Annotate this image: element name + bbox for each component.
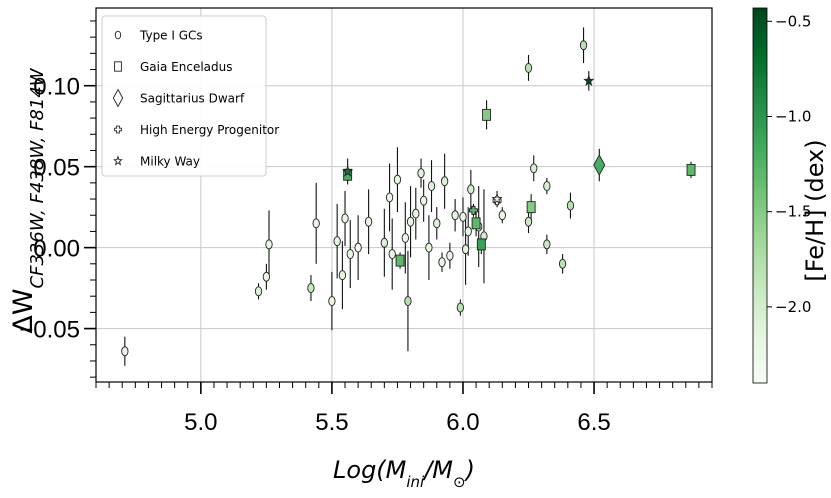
type-i-gcs-point	[338, 270, 347, 281]
legend-marker-circle	[114, 30, 122, 40]
type-i-gcs-point	[417, 168, 425, 179]
type-i-gcs-point	[451, 210, 459, 221]
x-tick-label: 6.5	[577, 409, 610, 436]
type-i-gcs-point	[265, 239, 273, 250]
colorbar-tick-label: −1.0	[775, 108, 811, 126]
gaia-enceladus-point	[686, 163, 696, 176]
legend-marker-star	[113, 155, 123, 166]
legend-label: High Energy Progenitor	[140, 123, 279, 137]
type-i-gcs-point	[412, 208, 420, 219]
type-i-gcs-point	[341, 213, 349, 224]
y-tick-label: −0.05	[19, 317, 80, 344]
type-i-gcs-point	[440, 176, 449, 187]
colorbar-ticks: −0.5 −1.0 −1.5 −2.0	[767, 12, 811, 316]
type-i-gcs-point	[433, 218, 441, 229]
type-i-gcs-point	[121, 346, 129, 357]
milky-way-point	[342, 165, 354, 177]
type-i-gcs-point	[467, 184, 475, 195]
type-i-gcs-point	[558, 258, 567, 269]
gaia-enceladus-point	[476, 238, 486, 251]
type-i-gcs-point	[459, 211, 467, 222]
type-i-gcs-point	[530, 163, 538, 174]
type-i-gcs-point	[461, 244, 470, 255]
y-tick-label: 0.05	[33, 155, 80, 182]
milky-way-point	[491, 192, 503, 205]
gaia-enceladus-point	[526, 201, 536, 214]
type-i-gcs-point	[328, 296, 336, 306]
type-i-gcs-point	[364, 216, 373, 227]
type-i-gcs-point	[446, 250, 454, 261]
y-tick-label: 0.00	[33, 236, 80, 263]
y-tick-label: 0.10	[33, 74, 80, 101]
type-i-gcs-point	[438, 257, 446, 268]
x-axis-label: Log(Mini/M⊙)	[333, 456, 475, 491]
type-i-gcs-point	[579, 40, 588, 51]
type-i-gcs-point	[420, 195, 428, 206]
legend-marker-diamond	[112, 88, 124, 108]
plot-frame	[95, 7, 713, 383]
legend-label: Gaia Enceladus	[140, 60, 232, 74]
gaia-enceladus-point	[395, 254, 405, 267]
x-tick-label: 5.0	[184, 409, 217, 436]
data-markers	[121, 40, 696, 357]
type-i-gcs-point	[425, 242, 433, 253]
type-i-gcs-point	[456, 302, 465, 313]
type-i-gcs-point	[406, 216, 415, 227]
type-i-gcs-point	[254, 286, 263, 297]
type-i-gcs-point	[524, 216, 533, 227]
type-i-gcs-point	[464, 226, 472, 237]
type-i-gcs-point	[404, 296, 412, 306]
legend: Type I GCs Gaia Enceladus Sagittarius Dwar…	[101, 15, 279, 177]
type-i-gcs-point	[346, 249, 354, 260]
colorbar-tick-label: −1.5	[775, 203, 811, 221]
milky-way-point	[583, 74, 595, 87]
type-i-gcs-point	[393, 174, 402, 185]
type-i-gcs-point	[354, 242, 362, 253]
type-i-gcs-point	[543, 181, 551, 192]
type-i-gcs-point	[543, 239, 551, 250]
x-tick-label: 6.0	[446, 409, 479, 436]
high-energy-progenitor-point	[469, 205, 478, 215]
y-axis-label: ΔWCF336W, F438W, F814W	[8, 67, 48, 333]
legend-marker-plus	[114, 125, 122, 134]
x-axis-ticks: 5.0 5.5 6.0 6.5	[95, 382, 713, 436]
type-i-gcs-point	[307, 283, 315, 294]
y-axis-ticks: −0.05 0.00 0.05 0.10	[19, 20, 96, 378]
type-i-gcs-point	[312, 218, 320, 229]
colorbar-tick-label: −2.0	[775, 298, 811, 316]
colorbar-label: [Fe/H] (dex)	[801, 139, 829, 281]
type-i-gcs-point	[385, 192, 394, 203]
colorbar-tick-label: −0.5	[775, 12, 811, 30]
colorbar	[752, 7, 768, 384]
type-i-gcs-point	[380, 237, 388, 248]
type-i-gcs-point	[262, 271, 271, 282]
legend-label: Type I GCs	[139, 29, 203, 43]
legend-marker-square	[114, 61, 122, 72]
type-i-gcs-point	[388, 249, 396, 260]
legend-label: Milky Way	[140, 155, 200, 169]
type-i-gcs-point	[427, 181, 436, 192]
legend-label: Sagittarius Dwarf	[140, 92, 245, 106]
x-tick-label: 5.5	[315, 409, 348, 436]
gaia-enceladus-point	[471, 217, 481, 230]
legend-box	[101, 15, 267, 177]
type-i-gcs-point	[498, 210, 506, 221]
type-i-gcs-point	[401, 232, 409, 243]
sagittarius-dwarf-point	[593, 154, 606, 176]
type-i-gcs-point	[333, 236, 341, 247]
type-i-gcs-point	[566, 200, 575, 211]
gaia-enceladus-point	[482, 108, 492, 121]
type-i-gcs-point	[524, 62, 533, 73]
